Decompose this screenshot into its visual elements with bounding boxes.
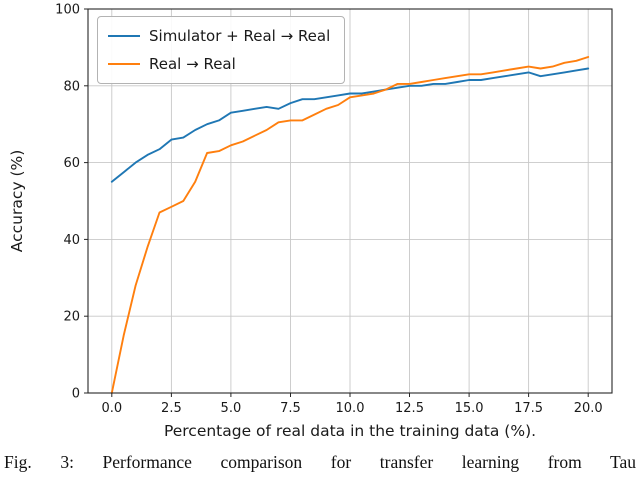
svg-text:7.5: 7.5 [280,401,301,416]
legend-item-sim-plus-real: Simulator + Real → Real [108,27,330,45]
svg-text:17.5: 17.5 [514,401,543,416]
orange-line-swatch [108,63,140,65]
svg-text:80: 80 [63,79,80,94]
svg-text:40: 40 [63,233,80,248]
svg-text:60: 60 [63,156,80,171]
blue-line-swatch [108,35,140,37]
legend-item-real: Real → Real [108,55,330,73]
accuracy-chart: 0.0 2.5 5.0 7.5 10.0 12.5 15.0 17.5 20.0 0 20 40 60 8… [8,3,613,440]
svg-text:20: 20 [63,310,80,325]
svg-text:0.0: 0.0 [101,401,122,416]
svg-text:0: 0 [72,387,80,402]
svg-text:15.0: 15.0 [455,401,484,416]
legend-label-sim-plus-real: Simulator + Real → Real [149,27,331,45]
legend-label-real: Real → Real [149,55,236,73]
svg-text:5.0: 5.0 [221,401,242,416]
svg-text:Percentage of real data in the: Percentage of real data in the training … [164,422,536,440]
svg-text:10.0: 10.0 [336,401,365,416]
legend: Simulator + Real → Real Real → Real [97,16,346,84]
svg-text:100: 100 [55,3,80,18]
svg-text:2.5: 2.5 [161,401,182,416]
svg-text:Accuracy (%): Accuracy (%) [8,150,26,253]
chart-area: 0.0 2.5 5.0 7.5 10.0 12.5 15.0 17.5 20.0 0 20 40 60 8… [8,3,613,440]
svg-text:20.0: 20.0 [574,401,603,416]
figure-caption: Fig. 3: Performance comparison for trans… [4,452,636,472]
svg-text:12.5: 12.5 [395,401,424,416]
